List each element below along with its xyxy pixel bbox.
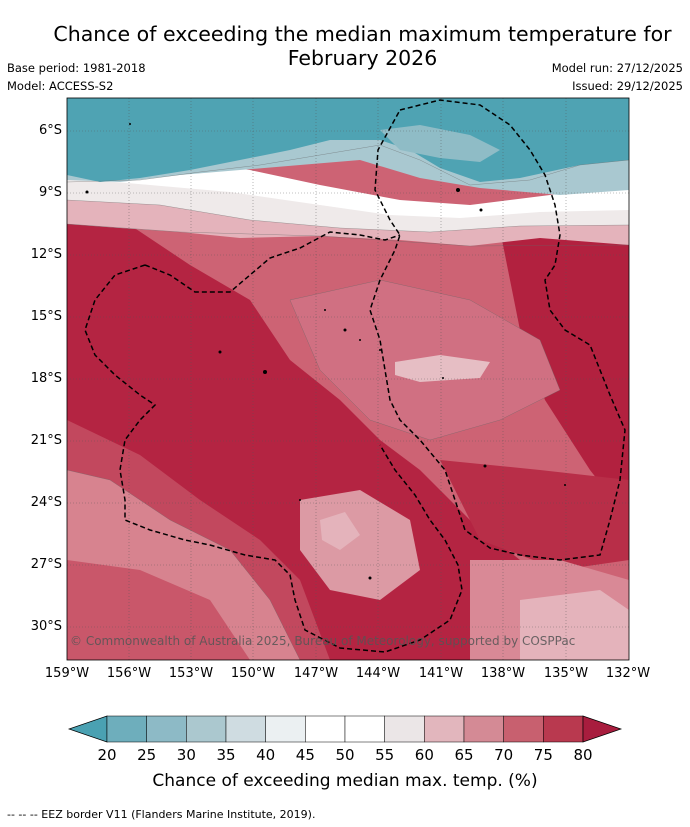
contour-line-4	[289, 279, 561, 441]
base-period: Base period: 1981-2018	[7, 61, 146, 75]
strong-warm-east	[500, 230, 629, 520]
colorbar-segment	[305, 715, 346, 743]
chart-title-line2: February 2026	[287, 46, 438, 70]
colorbar-extend-low	[67, 715, 108, 743]
cool-region-pale-patch	[380, 125, 500, 162]
colorbar-segment	[225, 715, 266, 743]
island-dot-7	[359, 339, 361, 341]
lon-label-147w: 147°W	[293, 666, 339, 681]
island-dot-11	[442, 377, 444, 379]
colorbar-extend-high	[582, 715, 623, 743]
model-run: Model run: 27/12/2025	[551, 61, 683, 75]
island-dot-12	[483, 464, 487, 468]
colorbar-tick-label: 25	[137, 746, 157, 764]
colorbar-tick-label: 35	[216, 746, 236, 764]
colorbar-tick-label: 65	[454, 746, 474, 764]
island-dot-3	[456, 188, 460, 192]
lat-label-9s: 9°S	[38, 185, 62, 200]
map-field	[67, 98, 629, 660]
lat-label-6s: 6°S	[38, 123, 62, 138]
lat-label-15s: 15°S	[30, 309, 62, 324]
island-dot-15	[564, 484, 566, 486]
lon-label-144w: 144°W	[355, 666, 401, 681]
colorbar-tick-label: 60	[414, 746, 434, 764]
cool-region	[67, 98, 629, 182]
eez-border-cook-north	[84, 264, 463, 653]
copyright-text: © Commonwealth of Australia 2025, Bureau…	[70, 634, 576, 648]
colorbar-segment	[265, 715, 306, 743]
island-dot-4	[479, 208, 483, 212]
island-dot-1	[129, 123, 131, 125]
colorbar-segment	[424, 715, 465, 743]
contour-lines	[67, 144, 629, 660]
island-dots	[85, 123, 566, 580]
island-dot-8	[379, 349, 381, 351]
lat-label-24s: 24°S	[30, 495, 62, 510]
colorbar-tick-label: 75	[533, 746, 553, 764]
colorbar-tick-label: 30	[176, 746, 196, 764]
lat-label-12s: 12°S	[30, 247, 62, 262]
pale-warm-band-north	[67, 195, 629, 246]
eez-borders	[84, 99, 626, 653]
lat-label-18s: 18°S	[30, 371, 62, 386]
island-dot-9	[218, 350, 222, 354]
colorbar-label: Chance of exceeding median max. temp. (%…	[152, 771, 538, 791]
lon-label-135w: 135°W	[543, 666, 589, 681]
map-gridlines	[67, 98, 629, 660]
lat-label-21s: 21°S	[30, 433, 62, 448]
colorbar-segment	[384, 715, 425, 743]
colorbar-segment	[543, 715, 584, 743]
lon-label-159w: 159°W	[44, 666, 90, 681]
contour-line-2	[67, 199, 629, 233]
island-dot-10	[263, 370, 267, 374]
colorbar-segment	[146, 715, 187, 743]
lon-label-138w: 138°W	[480, 666, 526, 681]
map-frame	[66, 97, 630, 661]
chart-title: Chance of exceeding the median maximum t…	[40, 22, 685, 70]
colorbar-segment	[344, 715, 385, 743]
colorbar-tick-label: 20	[97, 746, 117, 764]
lon-label-153w: 153°W	[168, 666, 214, 681]
island-dot-13	[368, 576, 372, 580]
contour-line-5	[67, 469, 301, 660]
lat-label-30s: 30°S	[30, 619, 62, 634]
colorbar-tick-label: 55	[375, 746, 395, 764]
colorbar-tick-label: 50	[335, 746, 355, 764]
lon-label-132w: 132°W	[605, 666, 651, 681]
pale-warm-southeast	[520, 590, 629, 660]
colorbar-segment	[106, 715, 147, 743]
colorbar-segment	[503, 715, 544, 743]
lon-label-150w: 150°W	[230, 666, 276, 681]
contour-line-3	[67, 223, 629, 247]
colorbar-tick-label: 80	[573, 746, 593, 764]
island-dot-2	[85, 190, 89, 194]
issued-date: Issued: 29/12/2025	[572, 79, 683, 93]
colorbar-segment	[463, 715, 504, 743]
lat-label-27s: 27°S	[30, 557, 62, 572]
contour-line-1	[67, 144, 629, 186]
mid-warm-southwest-patch	[67, 560, 250, 660]
colorbar-segment	[186, 715, 227, 743]
chart-title-line1: Chance of exceeding the median maximum t…	[53, 22, 672, 46]
eez-border-cook-islands	[144, 231, 401, 293]
model-name: Model: ACCESS-S2	[7, 79, 114, 93]
pale-warm-patch-south	[320, 512, 360, 550]
pale-warm-patch-center	[395, 355, 490, 382]
meta-left: Base period: 1981-2018 Model: ACCESS-S2	[7, 59, 146, 95]
colorbar-tick-label: 70	[494, 746, 514, 764]
lon-label-141w: 141°W	[418, 666, 464, 681]
lon-label-156w: 156°W	[106, 666, 152, 681]
island-dot-5	[324, 309, 326, 311]
footer-note: -- -- -- EEZ border V11 (Flanders Marine…	[7, 808, 316, 821]
colorbar	[67, 715, 623, 743]
strong-warm-southeast	[440, 460, 629, 570]
colorbar-tick-label: 40	[256, 746, 276, 764]
island-dot-6	[343, 328, 347, 332]
island-dot-14	[299, 499, 301, 501]
meta-right: Model run: 27/12/2025 Issued: 29/12/2025	[552, 59, 683, 95]
colorbar-tick-label: 45	[295, 746, 315, 764]
